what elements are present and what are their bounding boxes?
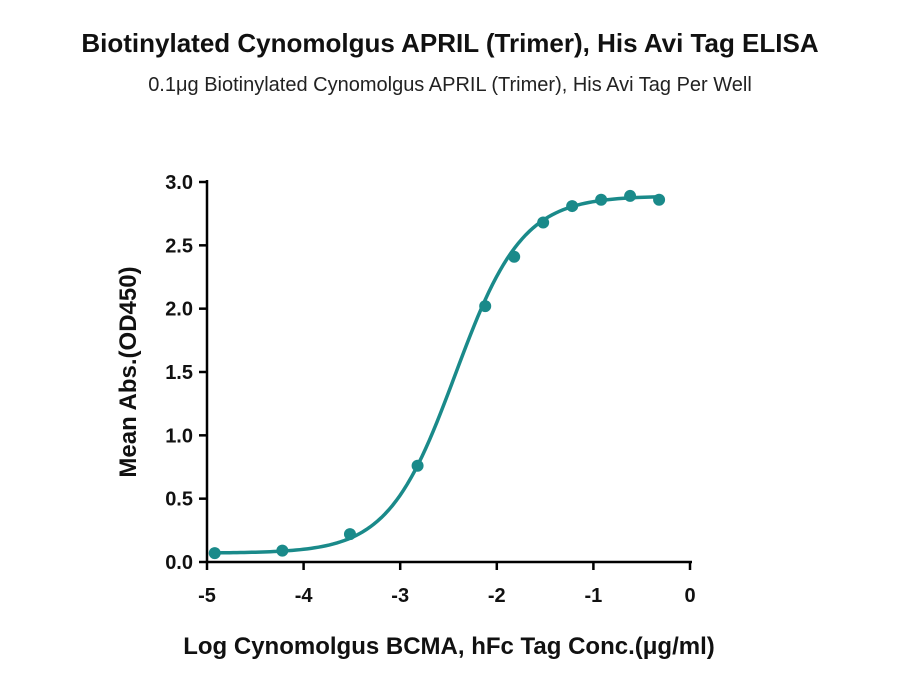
chart-title: Biotinylated Cynomolgus APRIL (Trimer), …: [81, 28, 819, 58]
y-tick-label: 0.0: [165, 552, 193, 574]
data-point: [566, 200, 579, 213]
y-tick-label: 1.0: [165, 425, 193, 447]
chart-subtitle: 0.1μg Biotinylated Cynomolgus APRIL (Tri…: [148, 74, 752, 96]
x-tick-label: -4: [295, 585, 314, 607]
x-tick-label: -5: [198, 585, 216, 607]
x-tick-label: -1: [585, 585, 603, 607]
data-points: [208, 189, 666, 560]
y-tick-label: 1.5: [165, 362, 193, 384]
data-point: [411, 459, 424, 472]
y-axis-title: Mean Abs.(OD450): [115, 266, 142, 477]
data-point: [479, 300, 492, 313]
y-tick-label: 0.5: [165, 489, 193, 511]
fit-curve: [214, 195, 660, 555]
data-point: [595, 193, 608, 206]
data-point: [653, 193, 666, 206]
x-tick-label: 0: [684, 585, 695, 607]
y-tick-label: 3.0: [165, 172, 193, 194]
x-tick-label: -2: [488, 585, 506, 607]
x-axis-title: Log Cynomolgus BCMA, hFc Tag Conc.(μg/ml…: [183, 633, 715, 660]
data-point: [343, 528, 356, 541]
data-point: [624, 189, 637, 202]
data-point: [208, 547, 221, 560]
y-tick-label: 2.5: [165, 235, 193, 257]
y-tick-label: 2.0: [165, 299, 193, 321]
axes: 0.0 0.5 1.0 1.5 2.0 2.5 3.0 -5 -4 -3 -2 -1 0: [165, 172, 695, 607]
data-point: [537, 216, 550, 229]
data-point: [276, 544, 289, 557]
data-point: [508, 250, 521, 263]
x-tick-label: -3: [391, 585, 409, 607]
